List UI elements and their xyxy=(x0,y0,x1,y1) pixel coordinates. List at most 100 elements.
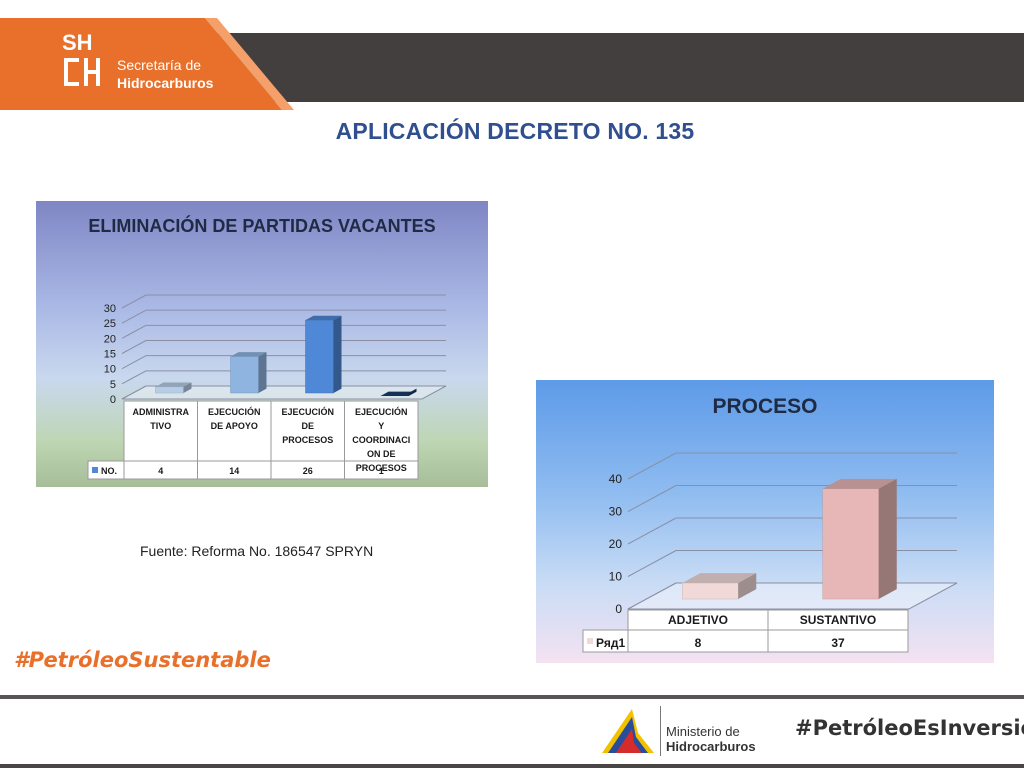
source-note: Fuente: Reforma No. 186547 SPRYN xyxy=(140,543,374,559)
hashtag-sustentable: #PetróleoSustentable xyxy=(14,648,271,672)
bar xyxy=(682,573,757,600)
ministry-line1: Ministerio de xyxy=(666,724,740,739)
table-value: 14 xyxy=(229,466,239,476)
org-name: Secretaría de Hidrocarburos xyxy=(117,56,213,92)
category-label-line: ON DE xyxy=(367,449,396,459)
gridline-side xyxy=(121,309,147,324)
gridline-side xyxy=(121,370,147,385)
bar-side xyxy=(878,478,897,599)
table-value: 1 xyxy=(379,466,384,476)
bar-front xyxy=(682,582,739,600)
category-label-line: EJECUCIÓN xyxy=(208,406,261,417)
chart-proceso: PROCESO 0 10 20 30 40 ADJETIVO 8 SUSTANTIVO 37 Ря… xyxy=(536,380,994,663)
y-tick-label: 0 xyxy=(615,602,622,616)
bar xyxy=(155,382,192,394)
bar-front xyxy=(230,356,259,394)
bar-top xyxy=(682,573,757,583)
category-label-line: PROCESOS xyxy=(282,435,333,445)
bar-front xyxy=(822,488,879,600)
category-label-line: EJECUCIÓN xyxy=(281,406,334,417)
chart-floor xyxy=(121,385,447,400)
bar-side xyxy=(408,388,417,396)
shh-logo-icon: SH xyxy=(62,30,100,86)
bar-side xyxy=(258,352,267,393)
chart-vacantes-plot: 0 5 10 15 20 25 30 ADMINISTRA TIVO 4 EJECUCIÓN DE A… xyxy=(87,294,447,480)
logo-letters: SH xyxy=(62,30,93,55)
brand-banner xyxy=(0,18,294,110)
category-label: ADJETIVO xyxy=(668,613,728,627)
chart-proceso-plot: 0 10 20 30 40 ADJETIVO 8 SUSTANTIVO 37 Ряд1 xyxy=(582,452,958,653)
y-tick-label: 5 xyxy=(110,379,116,391)
y-tick-label: 30 xyxy=(104,303,116,315)
category-label-line: TIVO xyxy=(150,421,171,431)
bar-top xyxy=(230,352,267,357)
category-label-line: PROCESOS xyxy=(356,463,407,473)
table-value: 26 xyxy=(303,466,313,476)
y-tick-label: 0 xyxy=(110,394,116,406)
bar xyxy=(822,478,897,600)
bar-top xyxy=(380,391,417,396)
y-tick-label: 10 xyxy=(104,364,116,376)
category-label: ADMINISTRA TIVO xyxy=(133,407,190,431)
gridline-side xyxy=(121,340,147,354)
y-tick-label: 15 xyxy=(104,349,116,361)
bar-side xyxy=(183,382,192,393)
bar xyxy=(230,352,267,394)
category-label-line: COORDINACI xyxy=(352,435,410,445)
bar-top xyxy=(305,315,342,321)
category-label-line: DE xyxy=(301,421,314,431)
footer-bottom-bar xyxy=(0,764,1024,768)
bar-top xyxy=(822,478,897,489)
table-value: 37 xyxy=(831,636,845,650)
ministry-name: Ministerio de Hidrocarburos xyxy=(666,724,756,754)
y-tick-label: 10 xyxy=(609,570,623,584)
legend-swatch xyxy=(92,467,98,473)
series-name: Ряд1 xyxy=(596,636,625,650)
chart-proceso-title: PROCESO xyxy=(712,395,818,418)
bar-side xyxy=(333,315,342,393)
gridline-side xyxy=(627,550,677,577)
category-label-line: ADMINISTRA xyxy=(133,407,190,417)
gridline-side xyxy=(121,294,147,309)
category-label: EJECUCIÓN DE APOYO xyxy=(208,406,261,431)
gridline-side xyxy=(121,324,147,339)
bar-top xyxy=(155,382,192,387)
table-row-bg xyxy=(582,629,909,653)
category-label-line: DE APOYO xyxy=(211,421,258,431)
bar-front xyxy=(305,319,334,394)
y-tick-label: 20 xyxy=(104,333,116,345)
ministry-logo-icon xyxy=(602,709,654,753)
category-label-line: Y xyxy=(378,421,384,431)
category-label-line: EJECUCIÓN xyxy=(355,406,408,417)
category-label: SUSTANTIVO xyxy=(800,613,876,627)
footer-separator xyxy=(660,706,661,756)
table-value: 4 xyxy=(158,466,163,476)
gridline-side xyxy=(627,485,677,512)
hashtag-inversion: #PetróleoEsInversión xyxy=(795,716,1024,740)
chart-vacantes: ELIMINACIÓN DE PARTIDAS VACANTES 0 5 10 15 2… xyxy=(36,201,488,487)
category-label-line: ADJETIVO xyxy=(668,613,728,627)
chart-vacantes-title: ELIMINACIÓN DE PARTIDAS VACANTES xyxy=(88,216,436,236)
footer-divider xyxy=(0,695,1024,699)
chart-floor xyxy=(627,582,958,610)
y-tick-label: 30 xyxy=(609,505,623,519)
category-label: EJECUCIÓN DE PROCESOS xyxy=(281,406,334,445)
gridline-side xyxy=(627,452,677,480)
series-name: NO. xyxy=(101,466,117,476)
bar xyxy=(305,315,342,394)
ministry-line2: Hidrocarburos xyxy=(666,739,756,754)
org-name-line1: Secretaría de xyxy=(117,57,202,73)
y-tick-label: 25 xyxy=(104,318,116,330)
y-tick-label: 40 xyxy=(609,472,623,486)
y-tick-label: 20 xyxy=(609,537,623,551)
category-label-line: SUSTANTIVO xyxy=(800,613,876,627)
table-value: 8 xyxy=(695,636,702,650)
bar-front xyxy=(155,386,184,394)
slide-title: APLICACIÓN DECRETO NO. 135 xyxy=(335,118,695,144)
bar-side xyxy=(738,573,757,599)
gridline-side xyxy=(627,517,677,545)
legend-swatch xyxy=(587,638,593,644)
org-name-line2: Hidrocarburos xyxy=(117,75,214,91)
gridline-side xyxy=(121,355,147,370)
bar xyxy=(380,388,417,396)
